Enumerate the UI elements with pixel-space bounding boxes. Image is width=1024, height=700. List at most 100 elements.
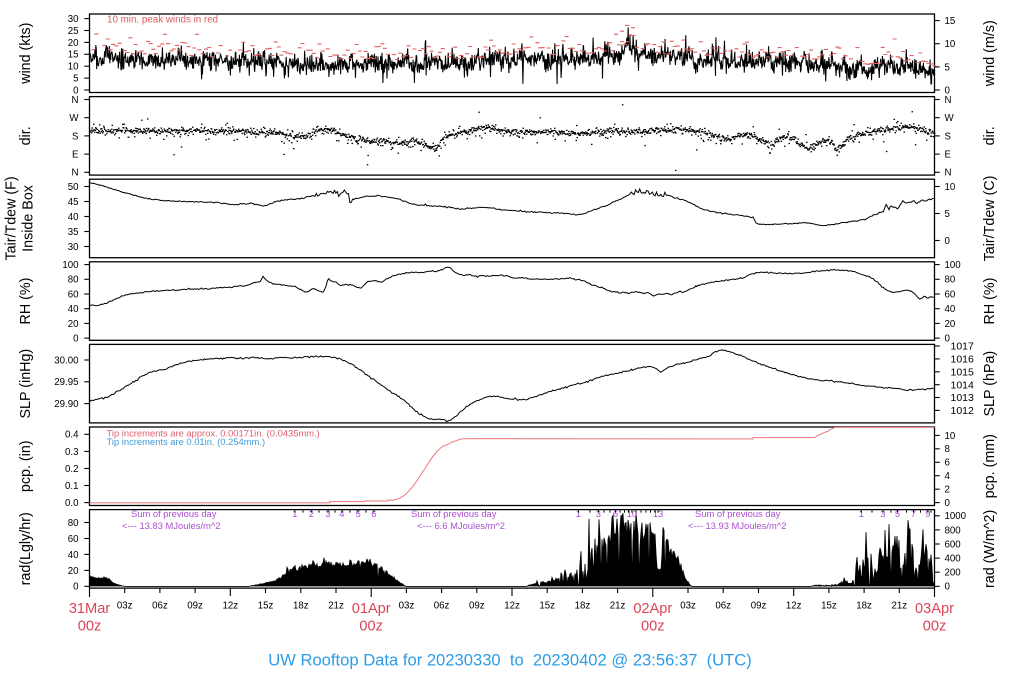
svg-text:4: 4 <box>945 471 951 482</box>
svg-text:01Apr: 01Apr <box>352 601 391 617</box>
svg-text:30: 30 <box>68 14 79 25</box>
svg-text:5: 5 <box>355 508 360 519</box>
svg-text:12z: 12z <box>786 600 802 611</box>
svg-text:pcp. (in): pcp. (in) <box>18 440 34 492</box>
svg-text:60: 60 <box>945 289 956 300</box>
svg-text:5: 5 <box>895 508 900 519</box>
svg-text:N: N <box>945 168 952 179</box>
svg-text:5: 5 <box>945 209 950 220</box>
svg-text:1014: 1014 <box>951 379 975 391</box>
svg-text:0: 0 <box>945 236 951 247</box>
svg-text:15: 15 <box>945 16 956 27</box>
svg-text:03z: 03z <box>680 600 696 611</box>
svg-text:1: 1 <box>576 508 581 519</box>
svg-text:15z: 15z <box>258 600 274 611</box>
svg-text:1012: 1012 <box>951 405 975 417</box>
svg-text:15: 15 <box>68 50 79 61</box>
svg-text:SLP (inHg): SLP (inHg) <box>18 349 34 419</box>
svg-text:03z: 03z <box>117 600 133 611</box>
svg-text:40: 40 <box>68 550 79 561</box>
svg-text:0: 0 <box>945 498 951 509</box>
svg-text:60: 60 <box>68 289 79 300</box>
svg-text:3: 3 <box>880 508 885 519</box>
svg-text:1013: 1013 <box>951 392 975 404</box>
svg-text:10: 10 <box>945 431 956 442</box>
svg-text:3: 3 <box>325 508 330 519</box>
svg-text:21z: 21z <box>610 600 626 611</box>
svg-text:0: 0 <box>73 582 79 593</box>
svg-text:Sum of previous day: Sum of previous day <box>411 508 497 519</box>
svg-text:80: 80 <box>68 518 79 529</box>
svg-text:2: 2 <box>945 485 950 496</box>
svg-text:20: 20 <box>68 38 79 49</box>
svg-text:1015: 1015 <box>951 367 975 379</box>
svg-text:wind (kts): wind (kts) <box>18 23 34 85</box>
svg-text:100: 100 <box>62 260 79 271</box>
svg-text:21z: 21z <box>328 600 344 611</box>
svg-text:18z: 18z <box>293 600 309 611</box>
svg-text:09z: 09z <box>469 600 485 611</box>
svg-text:18z: 18z <box>575 600 591 611</box>
svg-text:10: 10 <box>627 508 637 519</box>
svg-text:Tair/Tdew (C): Tair/Tdew (C) <box>982 176 998 262</box>
svg-text:40: 40 <box>68 304 79 315</box>
svg-text:5: 5 <box>945 62 950 73</box>
svg-text:Tip increments are approx. 0.0: Tip increments are approx. 0.00171in. (0… <box>107 427 320 438</box>
svg-text:30: 30 <box>68 242 79 253</box>
svg-text:40: 40 <box>945 304 956 315</box>
svg-text:6: 6 <box>371 508 376 519</box>
svg-text:4: 4 <box>339 508 344 519</box>
svg-text:00z: 00z <box>923 619 947 635</box>
svg-text:800: 800 <box>945 525 962 536</box>
svg-text:13: 13 <box>653 508 663 519</box>
svg-text:W: W <box>945 113 955 124</box>
svg-text:60: 60 <box>68 534 79 545</box>
svg-text:15z: 15z <box>821 600 837 611</box>
svg-text:03Apr: 03Apr <box>915 601 954 617</box>
svg-text:N: N <box>945 95 952 106</box>
svg-text:03z: 03z <box>399 600 415 611</box>
svg-text:2: 2 <box>309 508 314 519</box>
svg-text:20: 20 <box>68 566 79 577</box>
svg-text:02Apr: 02Apr <box>633 601 672 617</box>
svg-text:8: 8 <box>945 444 950 455</box>
svg-text:dir.: dir. <box>18 126 34 145</box>
svg-text:<--- 13.93 MJoules/m^2: <--- 13.93 MJoules/m^2 <box>688 520 786 531</box>
svg-text:Sum of previous day: Sum of previous day <box>695 508 781 519</box>
svg-text:N: N <box>72 168 79 179</box>
svg-text:29.90: 29.90 <box>54 399 79 410</box>
svg-text:10 min. peak winds in red: 10 min. peak winds in red <box>107 15 218 26</box>
svg-text:200: 200 <box>945 568 962 579</box>
svg-text:E: E <box>945 150 952 161</box>
svg-text:06z: 06z <box>152 600 168 611</box>
svg-text:1000: 1000 <box>945 511 967 522</box>
svg-text:35: 35 <box>68 227 79 238</box>
svg-text:0.0: 0.0 <box>65 498 79 509</box>
svg-text:80: 80 <box>68 275 79 286</box>
svg-text:25: 25 <box>68 26 79 37</box>
svg-text:09z: 09z <box>751 600 767 611</box>
svg-text:SLP (hPa): SLP (hPa) <box>982 351 998 417</box>
svg-text:rad (W/m^2): rad (W/m^2) <box>982 510 998 588</box>
svg-text:S: S <box>72 131 79 142</box>
svg-text:30.00: 30.00 <box>54 355 79 366</box>
svg-text:1016: 1016 <box>951 354 975 366</box>
svg-text:0: 0 <box>73 85 79 96</box>
svg-text:1017: 1017 <box>951 341 975 353</box>
svg-text:3: 3 <box>596 508 601 519</box>
svg-text:0: 0 <box>73 334 79 345</box>
svg-text:E: E <box>72 150 79 161</box>
svg-text:20: 20 <box>945 319 956 330</box>
svg-text:Sum of previous day: Sum of previous day <box>131 508 217 519</box>
svg-text:0: 0 <box>945 582 951 593</box>
svg-text:12z: 12z <box>504 600 520 611</box>
svg-text:100: 100 <box>945 260 962 271</box>
svg-text:9: 9 <box>925 508 930 519</box>
svg-text:50: 50 <box>68 182 79 193</box>
svg-text:1: 1 <box>859 508 864 519</box>
svg-text:10: 10 <box>68 62 79 73</box>
svg-text:20: 20 <box>68 319 79 330</box>
svg-text:Tip increments are 0.01in. (0.: Tip increments are 0.01in. (0.254mm.) <box>107 436 266 447</box>
svg-text:15z: 15z <box>539 600 555 611</box>
svg-text:31Mar: 31Mar <box>69 601 111 617</box>
